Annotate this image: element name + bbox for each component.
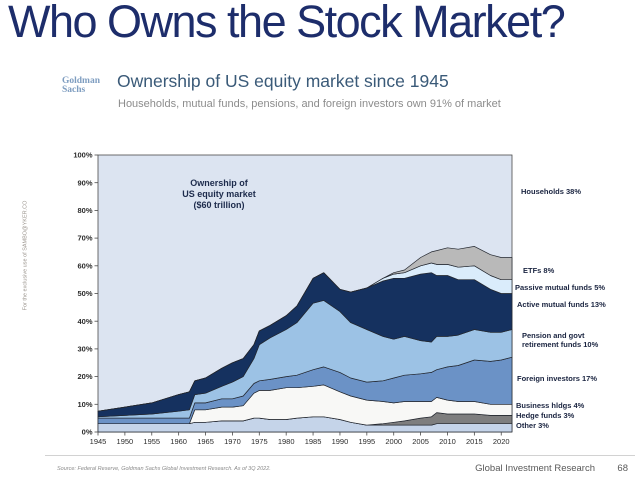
footer-department: Global Investment Research	[475, 463, 595, 474]
y-tick-label: 20%	[77, 372, 92, 381]
goldman-sachs-logo: Goldman Sachs	[62, 77, 100, 94]
stacked-area-chart: 0% 10% 20% 30% 40% 50% 60% 70% 80% 90% 100% 1945 195…	[45, 142, 637, 454]
x-tick-label: 1980	[278, 437, 295, 446]
x-tick-label: 2020	[493, 437, 510, 446]
logo-line-1: Goldman	[62, 76, 101, 86]
x-tick-label: 2015	[466, 437, 483, 446]
legend-label: Pension and govt retirement funds 10%	[522, 331, 599, 349]
chart-annotation: Ownership of US equity market ($60 trill…	[182, 178, 256, 210]
y-tick-label: 0%	[82, 428, 93, 437]
x-tick-label: 1950	[117, 437, 134, 446]
x-tick-label: 1945	[90, 437, 107, 446]
x-tick-label: 1960	[170, 437, 187, 446]
x-tick-label: 2010	[439, 437, 456, 446]
x-tick-label: 1990	[332, 437, 349, 446]
legend-label: Passive mutual funds 5%	[515, 283, 606, 292]
x-tick-label: 1970	[224, 437, 241, 446]
footer-divider	[45, 455, 635, 456]
logo-line-2: Sachs	[62, 84, 86, 95]
legend-label: Active mutual funds 13%	[517, 300, 606, 309]
legend-label: Hedge funds 3%	[516, 411, 575, 420]
area-band-etfs	[97, 246, 513, 412]
page-title: Who Owns the Stock Market?	[8, 0, 566, 47]
page-number: 68	[617, 463, 628, 474]
chart-subheading: Households, mutual funds, pensions, and …	[118, 98, 501, 110]
y-tick-label: 10%	[77, 400, 92, 409]
x-tick-label: 2000	[385, 437, 402, 446]
chart-plot: 0% 10% 20% 30% 40% 50% 60% 70% 80% 90% 100% 1945 195…	[73, 151, 513, 446]
y-tick-label: 50%	[77, 289, 92, 298]
x-tick-label: 1955	[143, 437, 160, 446]
x-tick-label: 1975	[251, 437, 268, 446]
legend-label: Business hldgs 4%	[516, 401, 585, 410]
legend-label: Households 38%	[521, 187, 582, 196]
chart-heading: Ownership of US equity market since 1945	[117, 71, 449, 91]
y-tick-label: 40%	[77, 317, 92, 326]
watermark-text: For the exclusive use of SAMBO@YKER.CO	[22, 200, 29, 311]
x-tick-label: 1965	[197, 437, 214, 446]
source-note: Source: Federal Reserve, Goldman Sachs G…	[57, 466, 271, 472]
y-tick-label: 100%	[73, 151, 93, 160]
legend-label: Foreign investors 17%	[517, 374, 598, 383]
x-tick-label: 2005	[412, 437, 429, 446]
y-tick-label: 70%	[77, 234, 92, 243]
y-tick-label: 90%	[77, 178, 92, 187]
y-tick-label: 30%	[77, 345, 92, 354]
x-tick-label: 1985	[305, 437, 322, 446]
y-tick-label: 80%	[77, 206, 92, 215]
legend-label: ETFs 8%	[523, 266, 555, 275]
x-tick-label: 1995	[358, 437, 375, 446]
legend-label: Other 3%	[516, 421, 549, 430]
y-tick-label: 60%	[77, 261, 92, 270]
